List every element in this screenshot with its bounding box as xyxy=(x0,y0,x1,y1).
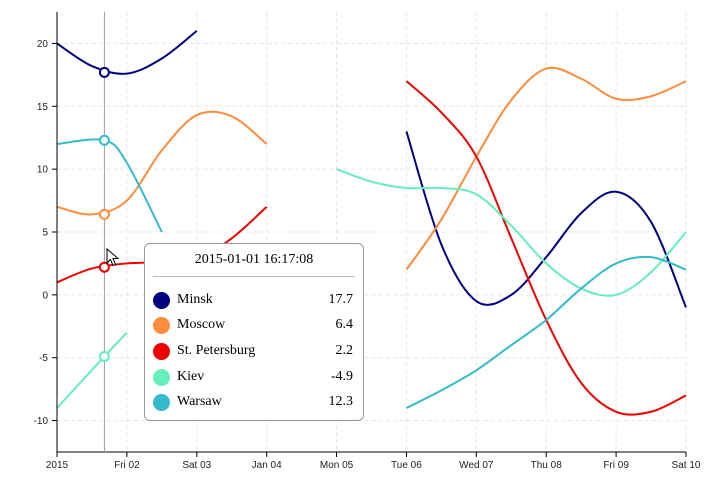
y-tick-label: 0 xyxy=(42,290,48,301)
x-tick-label: Jan 04 xyxy=(252,460,282,471)
tooltip-series-value: 2.2 xyxy=(335,343,354,358)
hover-marker-minsk xyxy=(98,66,110,78)
series-line-minsk xyxy=(405,131,687,308)
hover-marker-st-petersburg xyxy=(98,261,110,273)
tooltip-divider xyxy=(153,276,355,277)
legend-swatch-minsk xyxy=(153,292,170,309)
y-tick-label: -10 xyxy=(34,416,49,427)
tooltip-series-name: Minsk xyxy=(177,292,213,307)
hover-marker-moscow xyxy=(98,208,110,220)
tooltip-row-moscow: Moscow 6.4 xyxy=(153,316,355,334)
x-tick-label: Sat 10 xyxy=(672,460,701,471)
tooltip-series-name: St. Petersburg xyxy=(177,343,256,358)
tooltip-row-minsk: Minsk 17.7 xyxy=(153,291,355,309)
tooltip-series-value: 17.7 xyxy=(328,292,354,307)
x-tick-label: Fri 09 xyxy=(603,460,629,471)
mouse-pointer-icon xyxy=(106,248,120,267)
tooltip: 2015-01-01 16:17:08 Minsk 17.7 Moscow 6.… xyxy=(144,243,364,421)
x-tick-label: Tue 06 xyxy=(391,460,422,471)
series-lines xyxy=(56,30,687,416)
series-line-minsk xyxy=(56,30,198,75)
tooltip-series-value: 12.3 xyxy=(328,394,354,409)
x-tick-label: Fri 02 xyxy=(114,460,140,471)
series-line-kiev xyxy=(56,331,128,409)
x-tick-label: Mon 05 xyxy=(320,460,354,471)
legend-swatch-warsaw xyxy=(153,394,170,411)
y-tick-label: 5 xyxy=(42,228,48,239)
tooltip-row-warsaw: Warsaw 12.3 xyxy=(153,393,355,411)
tooltip-row-kiev: Kiev -4.9 xyxy=(153,368,355,386)
series-line-moscow xyxy=(405,66,687,271)
tooltip-series-name: Kiev xyxy=(177,369,205,384)
y-tick-label: 20 xyxy=(37,39,49,50)
legend-swatch-moscow xyxy=(153,317,170,334)
y-tick-label: -5 xyxy=(39,353,48,364)
series-line-warsaw xyxy=(56,138,163,233)
hover-marker-kiev xyxy=(98,350,110,362)
series-line-kiev xyxy=(336,168,687,297)
grid xyxy=(56,12,687,452)
y-tick-label: 15 xyxy=(37,102,49,113)
tooltip-series-name: Moscow xyxy=(177,317,226,332)
series-line-st-petersburg xyxy=(405,80,687,416)
tooltip-series-value: 6.4 xyxy=(335,317,354,332)
x-tick-label: Wed 07 xyxy=(459,460,494,471)
y-tick-label: 10 xyxy=(37,165,49,176)
hover-markers xyxy=(98,66,110,362)
series-line-warsaw xyxy=(405,255,687,409)
legend-swatch-st-petersburg xyxy=(153,343,170,360)
tooltip-series-name: Warsaw xyxy=(177,394,222,409)
x-tick-label: Sat 03 xyxy=(182,460,211,471)
tooltip-title: 2015-01-01 16:17:08 xyxy=(194,252,314,267)
legend-swatch-kiev xyxy=(153,369,170,386)
x-tick-label: 2015 xyxy=(46,460,69,471)
tooltip-series-value: -4.9 xyxy=(330,369,353,384)
tooltip-row-st-petersburg: St. Petersburg 2.2 xyxy=(153,342,355,360)
series-line-moscow xyxy=(56,110,268,216)
hover-marker-warsaw xyxy=(98,134,110,146)
x-tick-label: Thu 08 xyxy=(531,460,563,471)
